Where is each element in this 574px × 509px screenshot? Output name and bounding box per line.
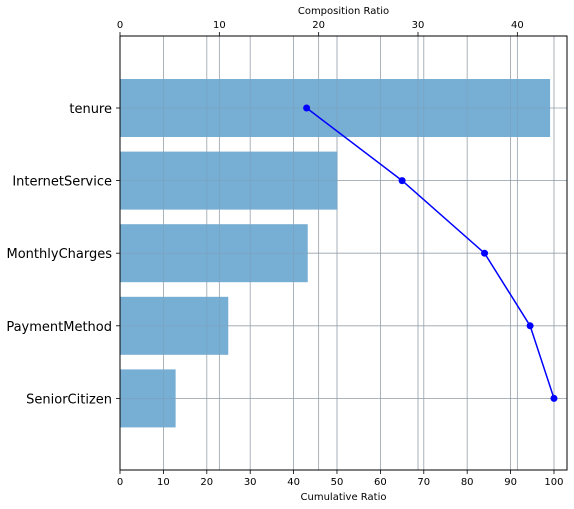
x-tick-label-top: 30: [412, 20, 425, 31]
x-tick-label-top: 40: [511, 20, 524, 31]
point-tenure: [303, 104, 311, 112]
x-tick-label-top: 20: [312, 20, 325, 31]
x-tick-label-top: 10: [213, 20, 226, 31]
x-tick-label-bottom: 60: [374, 477, 387, 488]
tick-labels: 0 10 20 30 40 50 60 70 80 90 100 0 10 20 30 40 tenure Int…: [6, 20, 563, 488]
point-PaymentMethod: [526, 322, 534, 330]
x-tick-label-bottom: 0: [117, 477, 123, 488]
point-SeniorCitizen: [550, 394, 558, 402]
category-label-MonthlyCharges: MonthlyCharges: [7, 247, 113, 262]
x-tick-label-bottom: 50: [331, 477, 344, 488]
x-tick-label-bottom: 40: [287, 477, 300, 488]
ticks: [116, 32, 555, 474]
point-MonthlyCharges: [481, 249, 489, 257]
x-tick-label-bottom: 90: [504, 477, 517, 488]
category-label-InternetService: InternetService: [12, 175, 112, 190]
category-label-tenure: tenure: [69, 102, 112, 117]
x-tick-label-bottom: 80: [461, 477, 474, 488]
x-tick-label-bottom: 100: [544, 477, 563, 488]
x-axis-title-bottom: Cumulative Ratio: [301, 492, 387, 503]
x-tick-label-bottom: 30: [244, 477, 257, 488]
x-axis-title-top: Composition Ratio: [298, 6, 389, 17]
category-label-SeniorCitizen: SeniorCitizen: [26, 392, 112, 407]
cumulative-line: [119, 36, 567, 470]
x-tick-label-bottom: 70: [417, 477, 430, 488]
category-label-PaymentMethod: PaymentMethod: [6, 320, 112, 335]
point-InternetService: [398, 177, 406, 185]
x-tick-label-bottom: 10: [157, 477, 170, 488]
x-tick-label-top: 0: [117, 20, 123, 31]
x-tick-label-bottom: 20: [200, 477, 213, 488]
